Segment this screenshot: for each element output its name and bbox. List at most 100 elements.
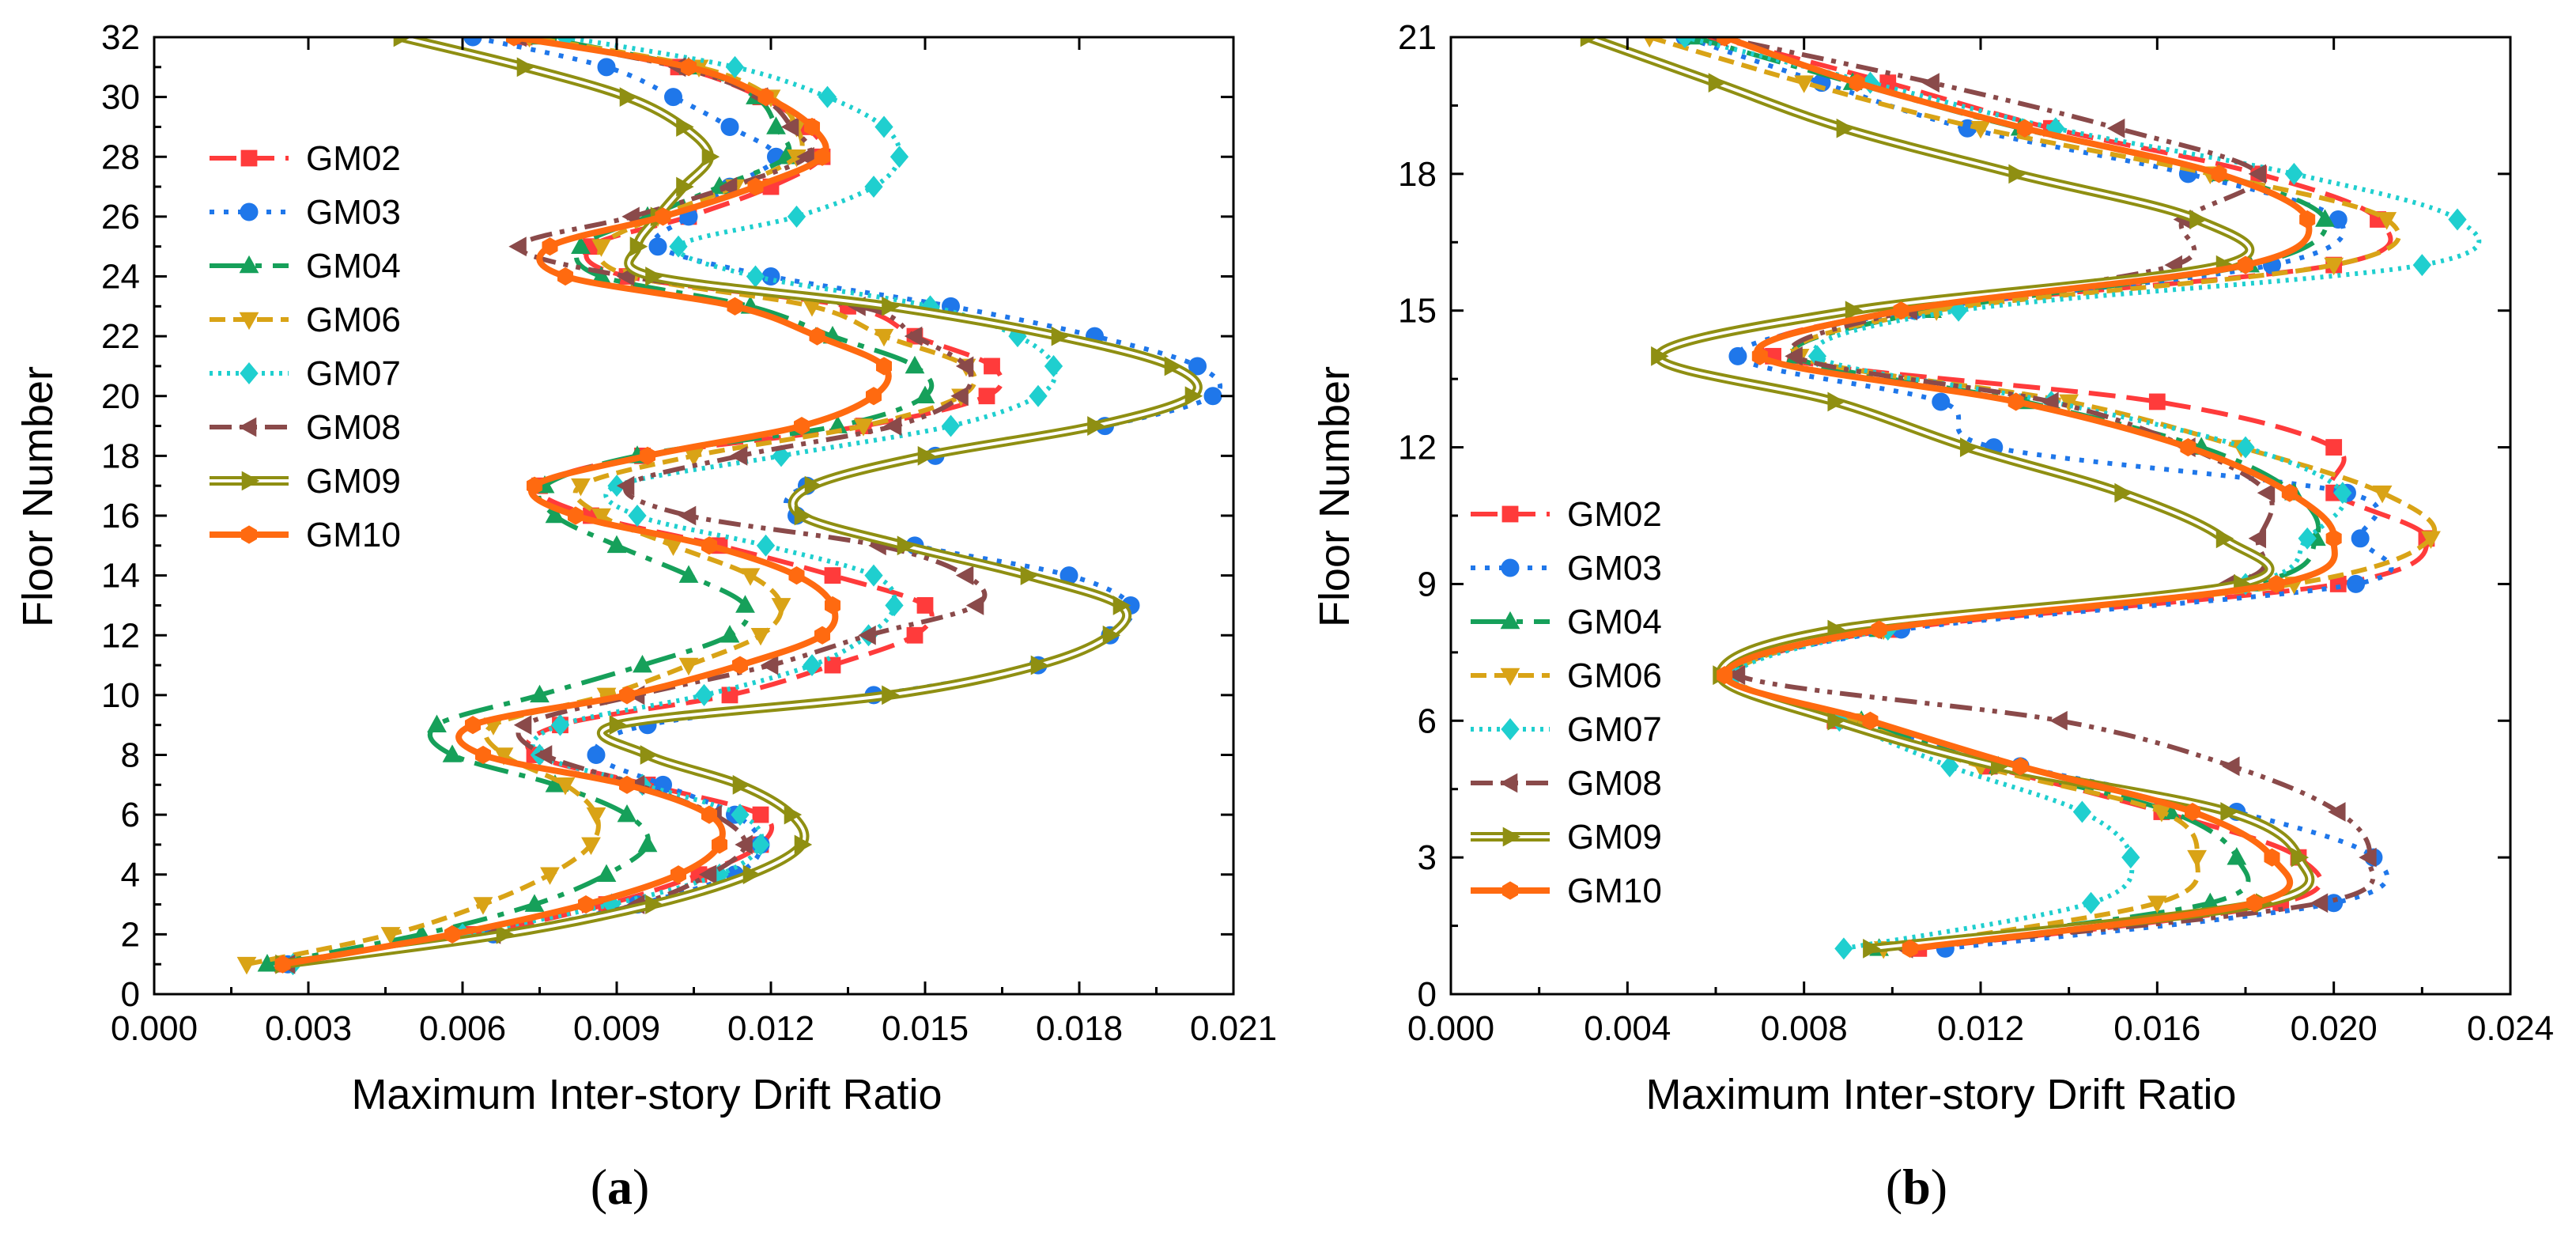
panel-b-series-gm08-point-18 bbox=[2248, 164, 2267, 184]
panel-a-x-tick-label-3: 0.009 bbox=[573, 1009, 660, 1048]
panel-a-series-gm07-point-27 bbox=[864, 176, 883, 199]
panel-a-series-gm10-point-28 bbox=[814, 147, 831, 166]
panel-a-series-gm03-point-31 bbox=[597, 58, 616, 77]
panel-b-series-gm08-point-10 bbox=[2248, 528, 2267, 549]
panel-b-series-gm07-point-18 bbox=[2284, 162, 2304, 185]
panel-a-series-gm10-point-24 bbox=[557, 267, 574, 286]
panel-b-series-gm10-point-12 bbox=[2180, 437, 2196, 457]
panel-a-series-gm09-point-31 bbox=[516, 57, 535, 78]
panel-b-legend-marker-gm03 bbox=[1501, 558, 1520, 577]
panel-a-series-gm03-point-25 bbox=[648, 237, 667, 256]
panel-a-series-gm07-point-25 bbox=[669, 235, 688, 258]
panel-a-y-tick-label-1: 2 bbox=[121, 915, 140, 954]
panel-a-series-gm10-point-14 bbox=[788, 566, 805, 585]
panel-b-series-gm07-point-5 bbox=[1940, 755, 1959, 777]
panel-b-series-gm10-point-19 bbox=[2016, 119, 2033, 138]
panel-a-series-gm06-point-17 bbox=[571, 478, 591, 497]
panel-b-series-gm09-point-6 bbox=[1827, 710, 1845, 731]
panel-b-series-gm10-point-1 bbox=[1902, 939, 1918, 958]
panel-a-series-gm09-point-14 bbox=[1020, 565, 1039, 586]
panel-a-y-tick-label-0: 0 bbox=[121, 975, 140, 1014]
panel-b-legend-marker-gm09 bbox=[1502, 826, 1521, 847]
panel-b-series-gm03-point-13 bbox=[1932, 392, 1951, 411]
panel-a-series-gm07-point-5 bbox=[751, 833, 770, 856]
panel-b-series-gm07-point-3 bbox=[2121, 846, 2140, 869]
panel-a-series-gm03-point-20 bbox=[1203, 387, 1222, 406]
panel-a-series-gm03-point-21 bbox=[1188, 357, 1207, 376]
panel-a-series-gm07-point-20 bbox=[1029, 384, 1048, 407]
panel-a-series-gm04-point-6 bbox=[617, 804, 637, 823]
panel-b-legend-marker-gm08 bbox=[1499, 773, 1518, 793]
panel-a-series-gm09-point-21 bbox=[1164, 356, 1183, 376]
panel-a-series-gm04-point-14 bbox=[678, 565, 699, 583]
panel-b-series-gm10-point-10 bbox=[2325, 529, 2342, 548]
panel-b-x-tick-label-6: 0.024 bbox=[2467, 1009, 2554, 1048]
panel-a-chart: 0.000 0.003 0.006 0.009 0.012 0.015 0.018 0.021… bbox=[14, 18, 1277, 1215]
panel-a-series-gm06-point-5 bbox=[581, 837, 601, 856]
panel-b-legend-item-gm07: GM07 bbox=[1471, 710, 1662, 749]
panel-b-x-tick-label-0: 0.000 bbox=[1407, 1009, 1494, 1048]
panel-a-legend-label-gm02: GM02 bbox=[306, 139, 401, 178]
panel-a-y-tick-label-5: 10 bbox=[101, 676, 140, 715]
panel-a-series-gm10-point-20 bbox=[865, 387, 882, 406]
panel-a-series-gm02-point-12 bbox=[906, 626, 924, 644]
panel-a-legend-label-gm04: GM04 bbox=[306, 247, 401, 286]
panel-a-series-gm06-point-11 bbox=[678, 657, 699, 676]
panel-a-y-tick-label-13: 26 bbox=[101, 198, 140, 236]
panel-a-series-gm08-point-16 bbox=[678, 505, 697, 526]
panel-b-series-gm10-point-18 bbox=[2211, 165, 2227, 183]
panel-a-series-gm09-point-23 bbox=[882, 296, 900, 316]
panel-a-series-gm10-point-16 bbox=[567, 506, 584, 525]
panel-b-legend-label-gm10: GM10 bbox=[1567, 872, 1662, 910]
panel-b-legend-item-gm04: GM04 bbox=[1471, 603, 1662, 641]
panel-b-series-gm07-line bbox=[1684, 37, 2482, 951]
panel-a-series-gm08-point-8 bbox=[534, 745, 553, 765]
panel-a-series-gm07 bbox=[283, 37, 1063, 976]
panel-a-series-gm04-point-9 bbox=[427, 714, 447, 732]
panel-b-series-gm06-point-11 bbox=[2372, 485, 2393, 504]
panel-b-series-gm09-point-11 bbox=[2114, 482, 2132, 503]
panel-a-legend-marker-gm02 bbox=[240, 149, 258, 167]
panel-a-series-gm04-point-20 bbox=[915, 385, 935, 404]
panel-a-series-gm07-line bbox=[292, 37, 1058, 967]
panel-a-series-gm09-point-5 bbox=[794, 834, 813, 855]
panel-b-series-gm10-point-16 bbox=[2237, 255, 2254, 274]
panel-a-x-tick-label-7: 0.021 bbox=[1190, 1009, 1277, 1048]
panel-a-series-gm10-point-6 bbox=[701, 805, 718, 824]
panel-a-series-gm04-point-8 bbox=[442, 744, 463, 762]
panel-b-series-gm06 bbox=[1643, 37, 2441, 959]
panel-b-x-tick-label-1: 0.004 bbox=[1584, 1009, 1671, 1048]
panel-b-series-gm09-point-12 bbox=[1959, 437, 1978, 457]
panel-b-y-tick-label-1: 3 bbox=[1418, 838, 1437, 877]
panel-b-series-gm08-point-6 bbox=[2049, 710, 2068, 731]
panel-a-series-gm06-point-16 bbox=[591, 508, 611, 527]
panel-a-series-gm04-point-16 bbox=[545, 505, 565, 524]
panel-a-series-gm10-point-2 bbox=[444, 925, 461, 944]
panel-b-series-gm10 bbox=[1717, 37, 2342, 958]
panel-a-series-gm10-point-32 bbox=[505, 37, 523, 47]
panel-b-series-gm10-point-4 bbox=[2184, 802, 2201, 822]
panel-a-series-gm10-point-31 bbox=[680, 58, 697, 77]
panel-a-legend-item-gm04: GM04 bbox=[210, 247, 401, 286]
panel-a-series-gm10-point-21 bbox=[875, 357, 893, 376]
panel-a-y-tick-label-8: 16 bbox=[101, 497, 140, 535]
panel-a-series-gm07-point-28 bbox=[890, 146, 909, 168]
panel-a-series-gm07-point-24 bbox=[746, 265, 765, 288]
panel-b-series-gm10-point-7 bbox=[1717, 666, 1733, 685]
panel-a-series-gm07-point-21 bbox=[1044, 354, 1063, 377]
panel-a-series-gm08-point-28 bbox=[796, 146, 814, 167]
panel-b-series-gm08-point-2 bbox=[2310, 893, 2329, 913]
panel-b-series-gm06-point-21 bbox=[1643, 37, 1656, 48]
panel-a-y-tick-label-10: 20 bbox=[101, 377, 140, 416]
panel-b-label: (b) bbox=[1886, 1159, 1947, 1215]
panel-b-series-gm08-point-3 bbox=[2359, 847, 2377, 868]
panel-a-series-gm10-point-15 bbox=[701, 536, 718, 555]
panel-a-series-gm06-point-14 bbox=[740, 568, 761, 586]
panel-a-legend-marker-gm10 bbox=[240, 525, 258, 544]
panel-b-series-gm07-point-17 bbox=[2448, 208, 2467, 231]
panel-b-series-gm06-point-20 bbox=[1794, 75, 1815, 93]
panel-a-series-gm10-point-5 bbox=[711, 835, 728, 854]
panel-b-series-gm08-point-4 bbox=[2328, 802, 2346, 822]
panel-a-series-gm07-point-9 bbox=[550, 713, 570, 736]
